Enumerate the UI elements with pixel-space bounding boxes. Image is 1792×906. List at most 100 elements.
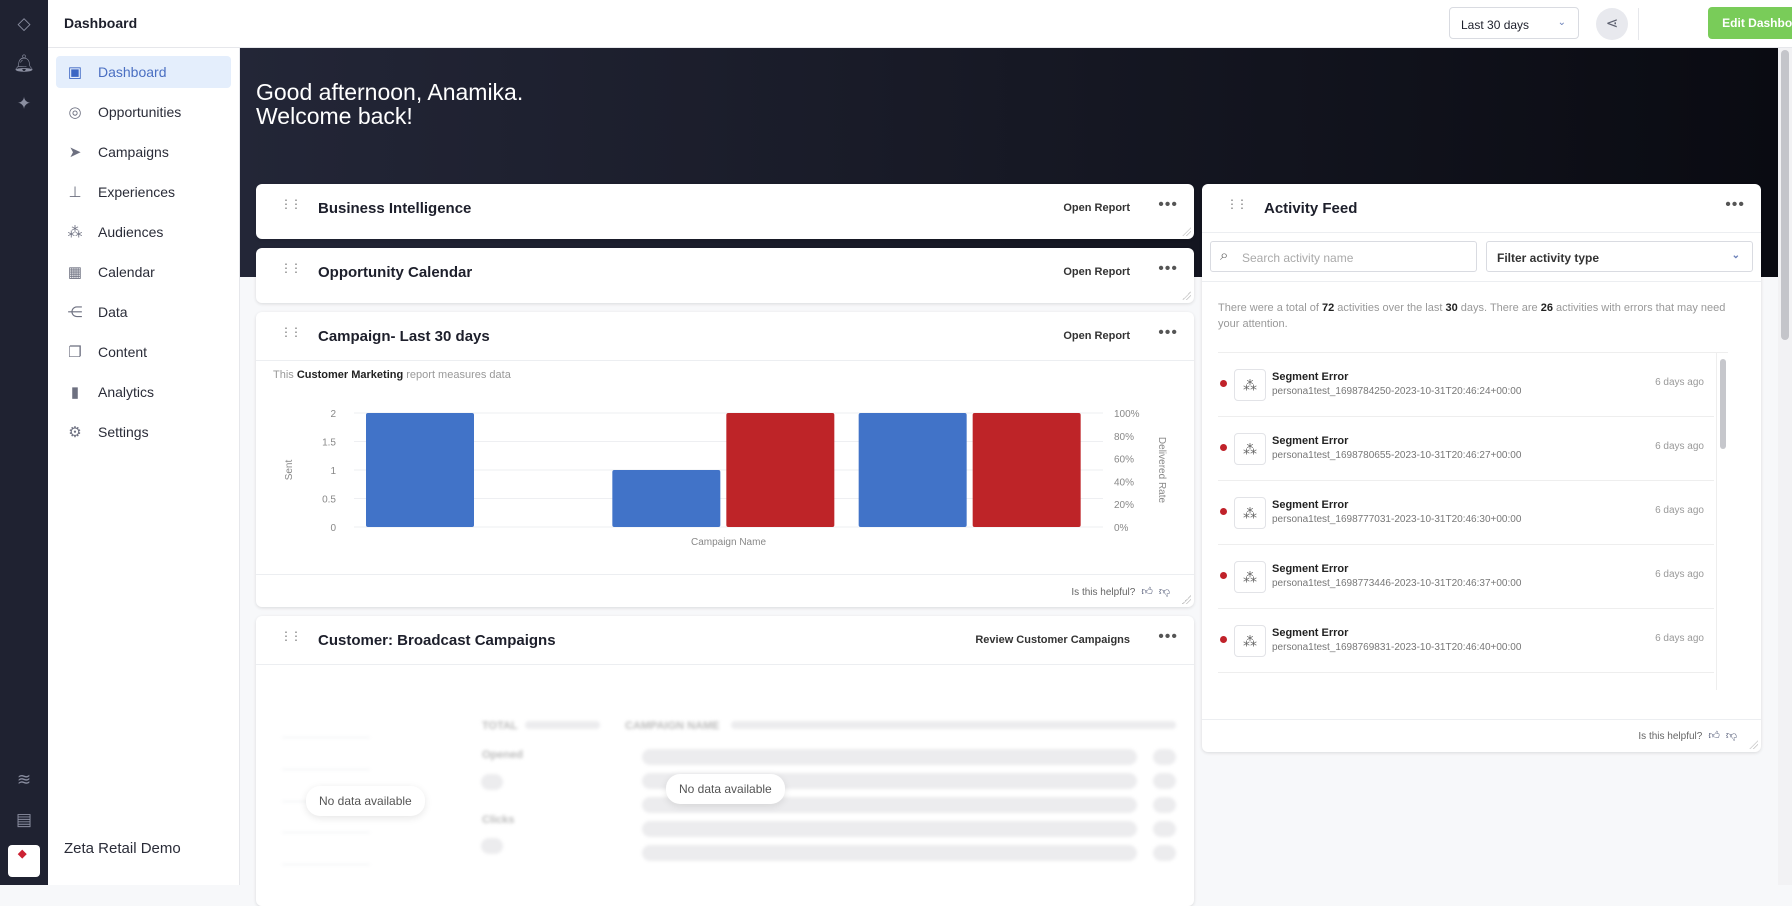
audience-icon: ⁂: [1234, 369, 1266, 401]
data-flow-icon: ⋲: [67, 304, 83, 321]
error-status-dot: [1220, 636, 1227, 643]
search-activity-input[interactable]: ⌕ Search activity name: [1210, 241, 1477, 272]
bell-icon[interactable]: 🔔︎: [13, 54, 35, 73]
thumbs-up-icon[interactable]: 👍︎: [1141, 586, 1153, 598]
y-tick-label: 0.5: [322, 495, 336, 506]
more-options-icon[interactable]: •••: [1158, 324, 1178, 341]
resize-handle[interactable]: [1182, 291, 1191, 300]
drag-handle-icon[interactable]: ⋮⋮: [280, 261, 302, 275]
scrollbar-thumb[interactable]: [1781, 50, 1789, 340]
sidebar-item-opportunities[interactable]: ◎ Opportunities: [56, 96, 231, 128]
bar[interactable]: [858, 413, 967, 527]
sidebar-item-audiences[interactable]: ⁂ Audiences: [56, 216, 231, 248]
activity-description: persona1test_1698780655-2023-10-31T20:46…: [1272, 450, 1522, 461]
activity-item[interactable]: ⁂ Segment Error persona1test_1698780655-20…: [1218, 417, 1714, 481]
calendar-icon: ▦: [67, 264, 83, 281]
activity-time: 6 days ago: [1655, 505, 1704, 516]
campaign-card: ⋮⋮ Campaign- Last 30 days Open Report ••• T…: [256, 312, 1194, 607]
sidebar-item-label: Dashboard: [98, 64, 167, 80]
resize-handle[interactable]: [1182, 227, 1191, 236]
activity-item[interactable]: ⁂ Segment Error persona1test_1698784250-20…: [1218, 353, 1714, 417]
activity-description: persona1test_1698784250-2023-10-31T20:46…: [1272, 386, 1522, 397]
audience-icon: ⁂: [67, 224, 83, 241]
sidebar-item-label: Campaigns: [98, 144, 169, 160]
filter-value: Filter activity type: [1497, 251, 1600, 265]
date-range-select[interactable]: Last 30 days ⌄: [1449, 7, 1579, 39]
helpful-prompt: Is this helpful? 👍︎ 👎︎: [1071, 586, 1170, 598]
share-button[interactable]: ⋖: [1596, 8, 1628, 40]
sidebar-item-data[interactable]: ⋲ Data: [56, 296, 231, 328]
y-tick-label: 1.5: [322, 438, 336, 449]
scrollbar-thumb[interactable]: [1720, 359, 1726, 449]
bar[interactable]: [612, 470, 721, 527]
thumbs-up-icon[interactable]: 👍︎: [1708, 730, 1720, 742]
sidebar-item-experiences[interactable]: ⊥ Experiences: [56, 176, 231, 208]
bar[interactable]: [726, 413, 835, 527]
drag-handle-icon[interactable]: ⋮⋮: [280, 197, 302, 211]
paper-plane-icon: ➤: [68, 144, 82, 161]
more-options-icon[interactable]: •••: [1158, 196, 1178, 213]
sidebar-item-calendar[interactable]: ▦ Calendar: [56, 256, 231, 288]
open-report-link[interactable]: Open Report: [1063, 202, 1130, 214]
divider: [256, 664, 1194, 665]
sidebar-item-content[interactable]: ❐ Content: [56, 336, 231, 368]
card-title: Customer: Broadcast Campaigns: [318, 632, 556, 649]
error-status-dot: [1220, 380, 1227, 387]
audience-icon: ⁂: [1234, 497, 1266, 529]
bar[interactable]: [366, 413, 474, 527]
y2-tick-label: 60%: [1114, 455, 1134, 466]
list-scrollbar[interactable]: [1716, 353, 1728, 690]
open-report-link[interactable]: Open Report: [1063, 330, 1130, 342]
more-options-icon[interactable]: •••: [1725, 196, 1745, 213]
sparkle-icon[interactable]: ✦: [16, 94, 32, 113]
filter-activity-select[interactable]: Filter activity type ⌄: [1486, 241, 1753, 272]
thumbs-down-icon[interactable]: 👎︎: [1158, 586, 1170, 598]
error-status-dot: [1220, 508, 1227, 515]
drag-handle-icon[interactable]: ⋮⋮: [280, 629, 302, 643]
report-description: This Customer Marketing report measures …: [273, 369, 511, 381]
activity-time: 6 days ago: [1655, 377, 1704, 388]
review-campaigns-link[interactable]: Review Customer Campaigns: [975, 634, 1130, 646]
divider: [1638, 8, 1639, 40]
signal-icon[interactable]: ≋: [16, 770, 32, 789]
org-name: Zeta Retail Demo: [64, 840, 181, 857]
activity-item[interactable]: ⁂ Segment Error persona1test_1698773446-20…: [1218, 545, 1714, 609]
more-options-icon[interactable]: •••: [1158, 260, 1178, 277]
y2-tick-label: 40%: [1114, 477, 1134, 488]
resize-handle[interactable]: [1182, 595, 1191, 604]
card-title: Campaign- Last 30 days: [318, 328, 490, 345]
sidebar-item-settings[interactable]: ⚙ Settings: [56, 416, 231, 448]
sidebar-item-label: Settings: [98, 424, 149, 440]
y2-tick-label: 100%: [1114, 409, 1140, 420]
sidebar-item-analytics[interactable]: ▮ Analytics: [56, 376, 231, 408]
zeta-diamond-icon[interactable]: ◇: [17, 14, 31, 33]
page-scrollbar[interactable]: [1778, 48, 1792, 885]
layout-icon: ▣: [67, 64, 83, 81]
activity-name: Segment Error: [1272, 371, 1349, 383]
activity-item[interactable]: ⁂ Segment Error persona1test_1698769831-20…: [1218, 609, 1714, 673]
sidebar: ▣ Dashboard ◎ Opportunities ➤ Campaigns ⊥ Exper…: [48, 48, 240, 885]
bar[interactable]: [972, 413, 1081, 527]
greeting: Good afternoon, Anamika.: [256, 79, 524, 105]
activity-item[interactable]: ⁂ Segment Error persona1test_1698777031-20…: [1218, 481, 1714, 545]
more-options-icon[interactable]: •••: [1158, 628, 1178, 645]
divider: [256, 574, 1194, 575]
drag-handle-icon[interactable]: ⋮⋮: [1226, 197, 1248, 211]
sidebar-item-label: Analytics: [98, 384, 155, 400]
resize-handle[interactable]: [1749, 740, 1758, 749]
campaign-chart: 00.511.520%20%40%60%80%100%Campaign Name…: [284, 409, 1167, 548]
edit-dashboard-button[interactable]: Edit Dashboard: [1708, 7, 1792, 39]
sidebar-item-campaigns[interactable]: ➤ Campaigns: [56, 136, 231, 168]
zeta-logo[interactable]: [8, 845, 40, 877]
sidebar-item-dashboard[interactable]: ▣ Dashboard: [56, 56, 231, 88]
open-report-link[interactable]: Open Report: [1063, 266, 1130, 278]
y-tick-label: 0: [330, 523, 336, 534]
activity-name: Segment Error: [1272, 499, 1349, 511]
y2-tick-label: 0%: [1114, 523, 1129, 534]
divider: [1202, 232, 1761, 233]
card-title: Opportunity Calendar: [318, 264, 473, 281]
book-icon[interactable]: ▤: [15, 810, 33, 829]
thumbs-down-icon[interactable]: 👎︎: [1725, 730, 1737, 742]
x-axis-label: Campaign Name: [691, 537, 766, 548]
helpful-prompt: Is this helpful? 👍︎ 👎︎: [1638, 730, 1737, 742]
